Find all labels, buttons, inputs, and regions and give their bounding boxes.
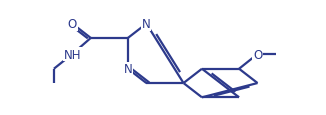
Text: N: N [124,63,132,76]
Text: O: O [68,18,77,31]
Text: O: O [253,48,262,61]
Text: N: N [142,18,151,31]
Text: NH: NH [64,48,81,61]
